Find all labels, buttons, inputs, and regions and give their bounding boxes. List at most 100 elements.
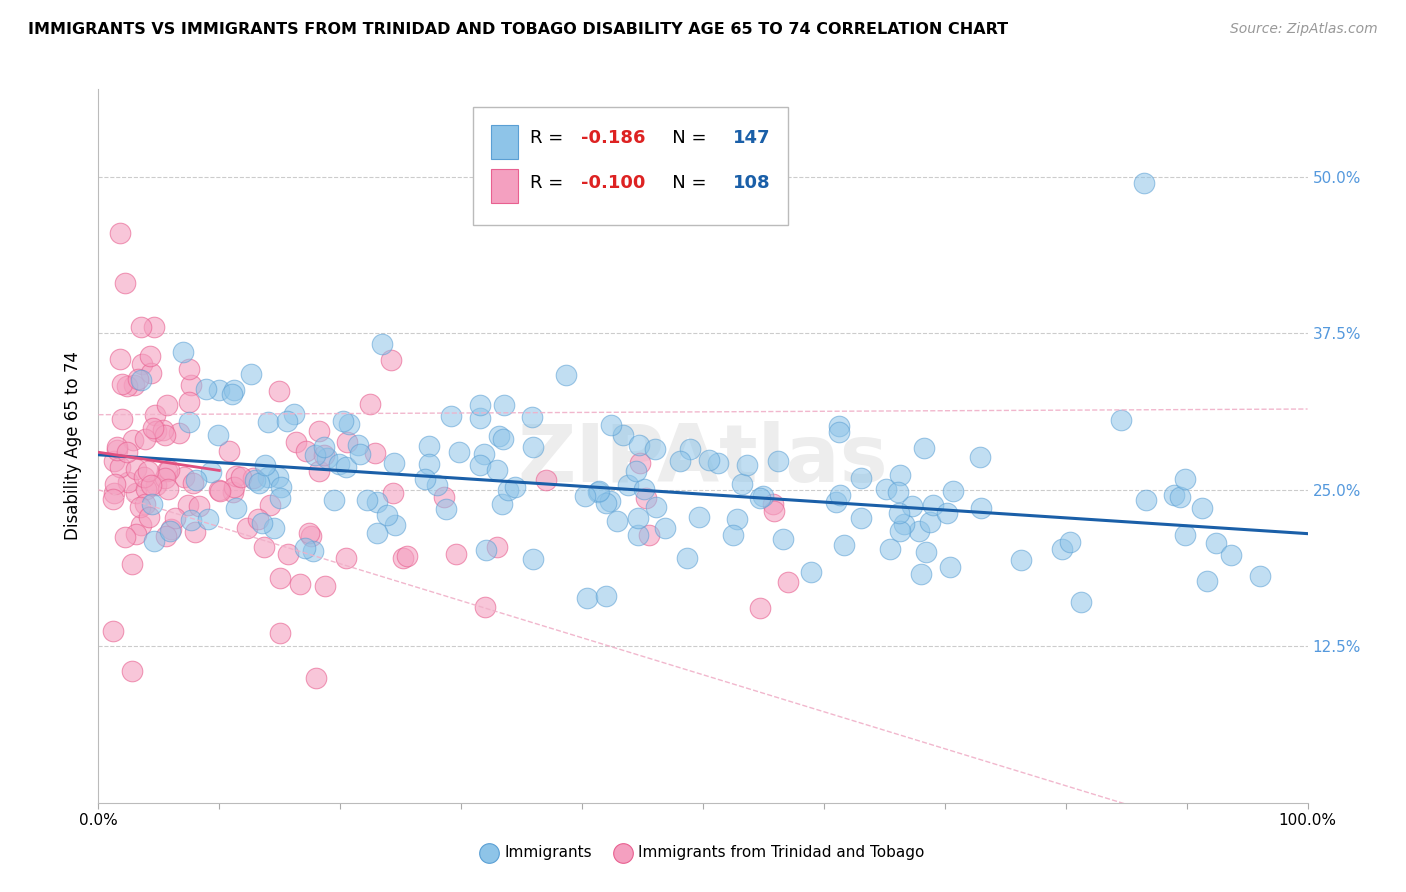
Point (308, 464, 330, 478)
Point (103, 454, 125, 468)
Y-axis label: Disability Age 65 to 74: Disability Age 65 to 74 (65, 351, 83, 541)
Point (491, 497, 513, 511)
Point (595, 589, 617, 603)
Point (522, 552, 544, 566)
Point (328, 457, 350, 471)
Point (257, 415, 280, 429)
Point (628, 457, 651, 471)
Point (763, 504, 786, 518)
Point (115, 444, 138, 458)
Text: R =: R = (530, 128, 569, 146)
Point (627, 528, 650, 542)
Point (766, 454, 789, 468)
Point (111, 412, 134, 426)
Point (586, 484, 609, 499)
Point (131, 357, 153, 371)
Point (179, 362, 201, 376)
Point (159, 524, 181, 539)
Point (491, 432, 513, 446)
Point (247, 476, 270, 491)
Point (697, 452, 720, 467)
Point (105, 442, 128, 457)
Point (382, 456, 405, 470)
Point (259, 498, 281, 512)
Point (1191, 501, 1213, 516)
Point (229, 470, 252, 484)
Point (125, 527, 148, 541)
Point (332, 414, 354, 428)
Point (177, 499, 200, 513)
Point (901, 500, 924, 514)
Point (111, 376, 134, 391)
Point (778, 574, 800, 589)
Point (314, 579, 336, 593)
Point (156, 398, 179, 412)
Point (269, 571, 291, 585)
Point (197, 512, 219, 526)
FancyBboxPatch shape (474, 107, 787, 225)
Point (825, 495, 848, 509)
Point (145, 478, 167, 492)
Point (762, 497, 785, 511)
Point (395, 549, 418, 564)
Point (145, 424, 167, 438)
Point (108, 351, 131, 366)
Point (688, 510, 710, 524)
Point (179, 377, 201, 392)
Point (1070, 595, 1092, 609)
Point (267, 469, 290, 483)
Point (114, 277, 136, 291)
Point (243, 473, 266, 487)
Point (447, 444, 470, 458)
Point (129, 500, 152, 514)
Point (208, 383, 231, 397)
Point (575, 591, 598, 605)
Point (1010, 553, 1032, 567)
Point (145, 408, 167, 422)
Point (157, 482, 180, 496)
Point (879, 542, 901, 557)
Point (218, 444, 240, 458)
Point (381, 486, 404, 500)
Point (221, 386, 243, 401)
Point (152, 423, 174, 437)
Text: -0.100: -0.100 (581, 175, 645, 193)
Point (605, 514, 627, 528)
Point (366, 526, 388, 541)
Point (142, 533, 165, 548)
Point (486, 540, 509, 554)
Point (645, 500, 668, 514)
Point (284, 435, 307, 450)
Point (418, 439, 440, 453)
Point (187, 499, 209, 513)
Point (637, 528, 659, 542)
Point (122, 433, 145, 447)
Point (207, 483, 229, 498)
Point (103, 486, 125, 500)
Point (125, 462, 148, 476)
Point (439, 409, 461, 424)
Point (179, 415, 201, 429)
Point (1163, 487, 1185, 501)
Point (426, 478, 449, 492)
Point (503, 480, 526, 494)
Point (392, 550, 415, 565)
Point (101, 624, 124, 639)
Point (1219, 549, 1241, 563)
Text: 147: 147 (734, 128, 770, 146)
Point (139, 349, 162, 363)
Text: IMMIGRANTS VS IMMIGRANTS FROM TRINIDAD AND TOBAGO DISABILITY AGE 65 TO 74 CORREL: IMMIGRANTS VS IMMIGRANTS FROM TRINIDAD A… (28, 22, 1008, 37)
Point (485, 463, 508, 477)
Point (299, 529, 322, 543)
Point (910, 566, 932, 581)
Point (595, 496, 617, 510)
Point (225, 469, 247, 483)
Point (121, 665, 143, 679)
Point (222, 383, 245, 397)
Point (277, 547, 299, 561)
Legend: Immigrants, Immigrants from Trinidad and Tobago: Immigrants, Immigrants from Trinidad and… (475, 839, 931, 866)
Point (225, 501, 247, 516)
Point (104, 477, 127, 491)
Point (555, 368, 578, 383)
Point (470, 458, 492, 472)
